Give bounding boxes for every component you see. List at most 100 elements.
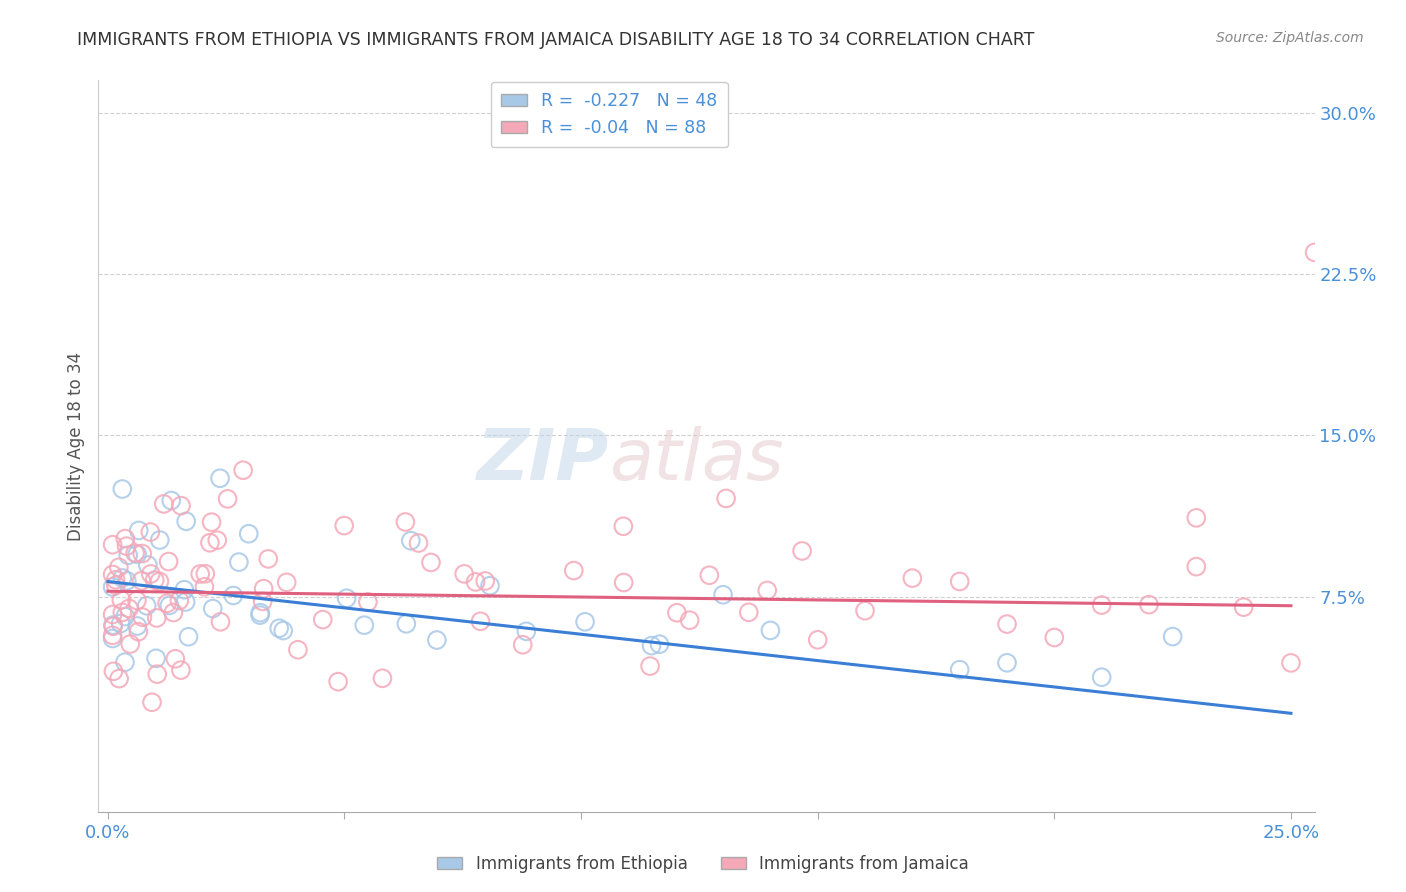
- Point: [101, 607, 124, 622]
- Point: [759, 624, 782, 638]
- Point: [108, 672, 131, 686]
- Point: [1233, 600, 1256, 615]
- Point: [665, 606, 688, 620]
- Point: [790, 544, 813, 558]
- Point: [136, 558, 159, 572]
- Legend: Immigrants from Ethiopia, Immigrants from Jamaica: Immigrants from Ethiopia, Immigrants fro…: [430, 848, 976, 880]
- Point: [114, 532, 136, 546]
- Point: [104, 573, 127, 587]
- Point: [101, 538, 124, 552]
- Point: [353, 618, 375, 632]
- Point: [1043, 631, 1066, 645]
- Point: [949, 663, 972, 677]
- Point: [678, 613, 700, 627]
- Text: IMMIGRANTS FROM ETHIOPIA VS IMMIGRANTS FROM JAMAICA DISABILITY AGE 18 TO 34 CORR: IMMIGRANTS FROM ETHIOPIA VS IMMIGRANTS F…: [77, 31, 1035, 49]
- Point: [336, 591, 359, 606]
- Point: [470, 615, 492, 629]
- Point: [515, 624, 537, 639]
- Point: [479, 579, 502, 593]
- Point: [738, 605, 761, 619]
- Point: [160, 493, 183, 508]
- Point: [271, 624, 294, 638]
- Point: [131, 547, 153, 561]
- Point: [333, 518, 356, 533]
- Point: [114, 609, 136, 624]
- Point: [853, 604, 876, 618]
- Point: [249, 606, 271, 620]
- Point: [1185, 511, 1208, 525]
- Point: [111, 482, 134, 496]
- Point: [420, 556, 443, 570]
- Point: [276, 575, 298, 590]
- Point: [188, 566, 211, 581]
- Point: [201, 601, 224, 615]
- Text: atlas: atlas: [609, 426, 783, 495]
- Point: [714, 491, 737, 506]
- Point: [371, 671, 394, 685]
- Point: [464, 574, 486, 589]
- Point: [394, 515, 416, 529]
- Point: [194, 566, 217, 581]
- Point: [1091, 598, 1114, 612]
- Point: [131, 574, 153, 588]
- Point: [252, 582, 274, 596]
- Point: [110, 593, 132, 607]
- Point: [127, 547, 149, 561]
- Point: [217, 491, 239, 506]
- Point: [207, 533, 229, 548]
- Point: [104, 578, 127, 592]
- Point: [756, 583, 779, 598]
- Point: [145, 611, 167, 625]
- Point: [711, 588, 734, 602]
- Point: [101, 618, 124, 632]
- Point: [101, 567, 124, 582]
- Point: [145, 651, 167, 665]
- Point: [115, 574, 138, 588]
- Point: [111, 606, 134, 620]
- Point: [995, 656, 1018, 670]
- Point: [114, 655, 136, 669]
- Point: [640, 639, 662, 653]
- Point: [453, 566, 475, 581]
- Point: [1137, 598, 1160, 612]
- Point: [638, 659, 661, 673]
- Point: [357, 595, 380, 609]
- Point: [148, 574, 170, 589]
- Point: [209, 471, 232, 485]
- Point: [170, 499, 193, 513]
- Point: [125, 593, 148, 607]
- Point: [108, 560, 131, 574]
- Point: [312, 613, 335, 627]
- Point: [222, 589, 245, 603]
- Point: [269, 621, 291, 635]
- Point: [901, 571, 924, 585]
- Point: [408, 536, 430, 550]
- Point: [149, 533, 172, 547]
- Point: [101, 619, 124, 633]
- Point: [574, 615, 596, 629]
- Text: Source: ZipAtlas.com: Source: ZipAtlas.com: [1216, 31, 1364, 45]
- Point: [124, 546, 146, 560]
- Legend: R =  -0.227   N = 48, R =  -0.04   N = 88: R = -0.227 N = 48, R = -0.04 N = 88: [491, 82, 728, 147]
- Point: [157, 555, 180, 569]
- Point: [198, 535, 221, 549]
- Point: [169, 593, 191, 607]
- Point: [139, 566, 162, 581]
- Point: [807, 632, 830, 647]
- Point: [474, 574, 496, 588]
- Point: [131, 610, 153, 624]
- Point: [146, 667, 169, 681]
- Point: [995, 617, 1018, 632]
- Point: [613, 575, 636, 590]
- Point: [287, 642, 309, 657]
- Point: [135, 599, 157, 613]
- Point: [1161, 630, 1184, 644]
- Point: [157, 599, 180, 613]
- Point: [118, 601, 141, 615]
- Point: [228, 555, 250, 569]
- Point: [174, 514, 197, 528]
- Point: [562, 564, 585, 578]
- Point: [399, 533, 422, 548]
- Point: [949, 574, 972, 589]
- Point: [152, 497, 174, 511]
